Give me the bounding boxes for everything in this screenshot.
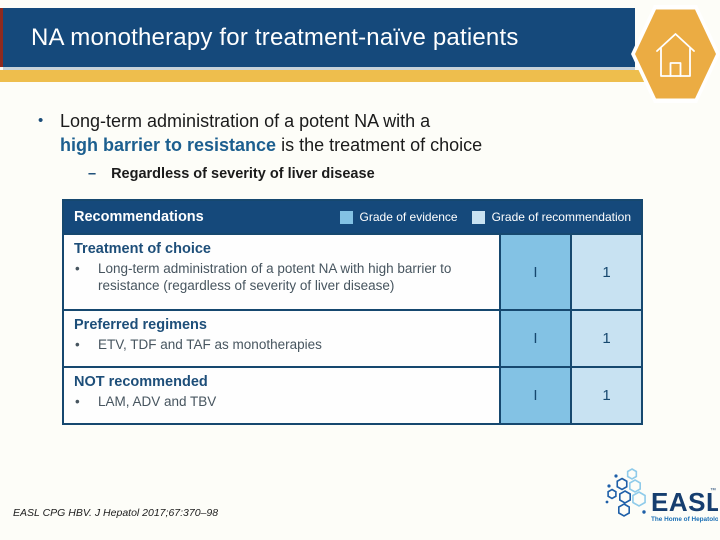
row-bullet-marker: • (75, 337, 80, 353)
row-heading: Treatment of choice (74, 241, 211, 257)
row-bullet: • LAM, ADV and TBV (74, 393, 489, 410)
bullet-text-pre: Long-term administration of a potent NA … (60, 111, 431, 131)
easl-tagline: The Home of Hepatology (651, 516, 718, 523)
bullet-list: • Long-term administration of a potent N… (38, 109, 578, 182)
row-bullet-text: LAM, ADV and TBV (98, 394, 217, 410)
legend-item-evidence: Grade of evidence (339, 210, 458, 224)
evidence-cell: I (499, 233, 572, 311)
row-bullet-text: ETV, TDF and TAF as monotherapies (98, 337, 322, 353)
recommendations-table: Recommendations Grade of evidence Grade … (62, 199, 643, 425)
gold-accent-strip (0, 70, 650, 82)
row-heading: Preferred regimens (74, 317, 207, 333)
row-description: NOT recommended • LAM, ADV and TBV (62, 366, 501, 425)
easl-logo: EASL ™ The Home of Hepatology (602, 466, 720, 533)
evidence-cell: I (499, 366, 572, 425)
sub-bullet-text: Regardless of severity of liver disease (111, 165, 375, 182)
header-shadow-line (3, 67, 635, 70)
row-bullet-text: Long-term administration of a potent NA … (98, 261, 452, 294)
page-title: NA monotherapy for treatment-naïve patie… (31, 23, 519, 51)
table-row: Preferred regimens • ETV, TDF and TAF as… (62, 309, 643, 368)
sub-bullet: – Regardless of severity of liver diseas… (88, 166, 578, 182)
easl-wordmark: EASL (651, 487, 718, 517)
easl-hexagon-cluster-icon: EASL ™ The Home of Hepatology (605, 468, 720, 523)
evidence-swatch-icon (339, 210, 353, 224)
row-description: Preferred regimens • ETV, TDF and TAF as… (62, 309, 501, 368)
recommendation-cell: 1 (570, 233, 643, 311)
legend-label-evidence: Grade of evidence (359, 210, 458, 224)
evidence-cell: I (499, 309, 572, 368)
easl-trademark: ™ (710, 487, 716, 494)
citation: EASL CPG HBV. J Hepatol 2017;67:370–98 (13, 507, 219, 519)
table-row: Treatment of choice • Long-term administ… (62, 233, 643, 311)
sub-bullet-dash: – (88, 165, 97, 182)
row-heading: NOT recommended (74, 374, 208, 390)
row-description: Treatment of choice • Long-term administ… (62, 233, 501, 311)
home-hexagon-badge (631, 5, 720, 103)
recommendation-cell: 1 (570, 366, 643, 425)
recommendation-cell: 1 (570, 309, 643, 368)
bullet-item: • Long-term administration of a potent N… (38, 109, 578, 158)
red-accent-stripe (0, 8, 3, 67)
table-row: NOT recommended • LAM, ADV and TBV I 1 (62, 366, 643, 425)
recommendation-swatch-icon (471, 210, 485, 224)
bullet-marker: • (38, 112, 44, 129)
row-bullet-marker: • (75, 261, 80, 277)
legend-label-recommendation: Grade of recommendation (491, 210, 631, 224)
header-bar: NA monotherapy for treatment-naïve patie… (3, 8, 635, 67)
row-bullet: • ETV, TDF and TAF as monotherapies (74, 336, 489, 353)
row-bullet-marker: • (75, 394, 80, 410)
table-header-title: Recommendations (74, 209, 204, 225)
legend-item-recommendation: Grade of recommendation (471, 210, 631, 224)
bullet-text-highlight: high barrier to resistance (60, 135, 277, 156)
home-icon (631, 5, 720, 103)
legend: Grade of evidence Grade of recommendatio… (339, 210, 631, 224)
bullet-text: Long-term administration of a potent NA … (60, 109, 482, 158)
table-header: Recommendations Grade of evidence Grade … (62, 199, 643, 235)
row-bullet: • Long-term administration of a potent N… (74, 260, 489, 295)
bullet-text-post: is the treatment of choice (276, 135, 483, 156)
